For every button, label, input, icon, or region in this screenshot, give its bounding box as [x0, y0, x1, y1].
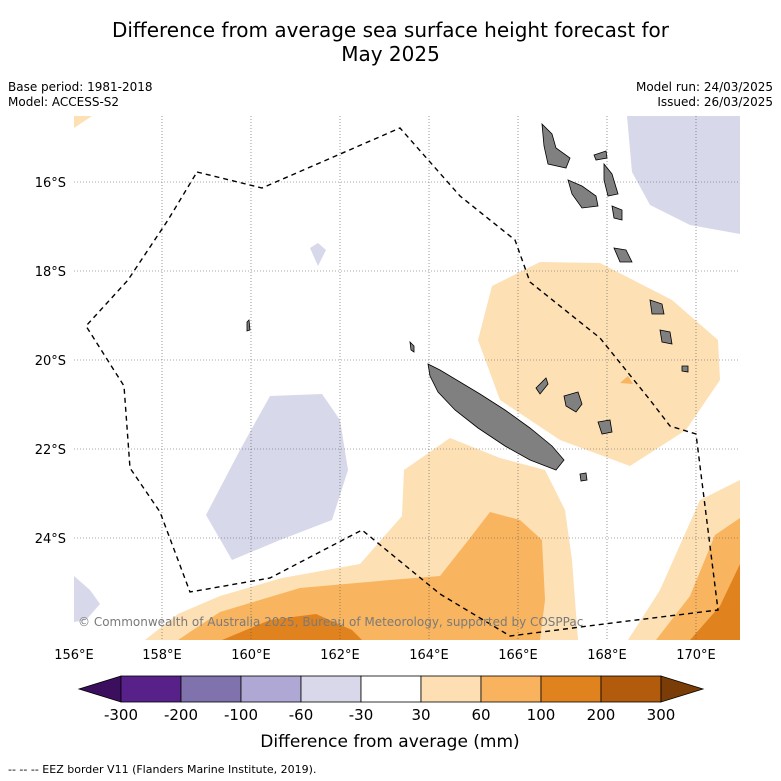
new-caledonia-landmass	[427, 363, 565, 471]
vanuatu-island	[593, 150, 608, 161]
colorbar-tick: -100	[224, 706, 258, 724]
loyalty-island	[563, 391, 583, 413]
colorbar-segment	[420, 675, 482, 703]
lat-label: 16°S	[35, 176, 66, 191]
lat-label: 18°S	[35, 265, 66, 280]
title-line-1: Difference from average sea surface heig…	[111, 18, 670, 42]
colorbar-segment	[240, 675, 302, 703]
base-period: Base period: 1981-2018	[8, 80, 153, 94]
anomaly-field	[74, 116, 740, 640]
lon-label: 160°E	[231, 648, 271, 663]
island	[681, 365, 689, 373]
anomaly-region-neg-small	[310, 243, 326, 266]
island	[579, 472, 588, 482]
colorbar-tick: 60	[471, 706, 490, 724]
vanuatu-island	[611, 205, 623, 221]
copyright-notice: © Commonwealth of Australia 2025, Bureau…	[78, 615, 583, 629]
vanuatu-island	[603, 162, 619, 197]
colorbar-label: Difference from average (mm)	[260, 732, 519, 752]
meta-left: Base period: 1981-2018 Model: ACCESS-S2	[8, 80, 153, 110]
issued-date: Issued: 26/03/2025	[657, 95, 773, 109]
eez-border	[85, 127, 719, 637]
anomaly-region-neg-southwest	[74, 576, 100, 622]
colorbar-tick: -60	[289, 706, 314, 724]
vanuatu-island	[613, 247, 633, 263]
title-line-2: May 2025	[341, 42, 440, 66]
colorbar-tick: -30	[349, 706, 374, 724]
island	[409, 340, 415, 353]
colorbar-segment	[180, 675, 242, 703]
lon-label: 158°E	[142, 648, 182, 663]
vanuatu-island	[649, 299, 665, 315]
colorbar-tick-labels: -300 -200 -100 -60 -30 30 60 100 200 300	[104, 706, 675, 724]
colorbar-segment	[480, 675, 542, 703]
anomaly-region-high-south	[222, 614, 362, 640]
colorbar-tick: 300	[647, 706, 676, 724]
lat-label: 22°S	[35, 443, 66, 458]
vanuatu-island	[659, 329, 673, 345]
lon-label: 162°E	[320, 648, 360, 663]
colorbar-segment	[360, 675, 422, 703]
colorbar-tick: -300	[104, 706, 138, 724]
colorbar-segment	[77, 675, 122, 703]
colorbar-segment	[540, 675, 602, 703]
anomaly-region-neg-west	[206, 394, 348, 560]
colorbar-segments	[77, 675, 705, 703]
anomaly-region-med-south	[178, 512, 545, 640]
colorbar-tick: 200	[587, 706, 616, 724]
colorbar-segment	[120, 675, 182, 703]
lat-label: 24°S	[35, 532, 66, 547]
anomaly-region-pos-corner	[74, 116, 92, 128]
colorbar-tick: 100	[527, 706, 556, 724]
loyalty-island	[597, 419, 613, 435]
island	[246, 319, 251, 332]
land-masses	[246, 122, 689, 482]
vanuatu-island	[541, 122, 571, 169]
lat-label: 20°S	[35, 354, 66, 369]
vanuatu-island	[567, 179, 599, 209]
lon-label: 166°E	[498, 648, 538, 663]
grid-lines	[74, 116, 740, 640]
colorbar-segment	[660, 675, 705, 703]
longitude-labels: 156°E 158°E 160°E 162°E 164°E 166°E 168°…	[54, 648, 716, 663]
anomaly-region-med-small	[620, 376, 633, 384]
lon-label: 164°E	[409, 648, 449, 663]
anomaly-region-neg-northeast	[627, 116, 740, 234]
loyalty-island	[535, 377, 549, 395]
lon-label: 156°E	[54, 648, 94, 663]
lon-label: 170°E	[676, 648, 716, 663]
map-title: Difference from average sea surface heig…	[0, 18, 781, 66]
eez-legend-footer: -- -- -- EEZ border V11 (Flanders Marine…	[8, 763, 317, 776]
latitude-labels: 16°S 18°S 20°S 22°S 24°S	[35, 176, 66, 547]
colorbar: -300 -200 -100 -60 -30 30 60 100 200 300…	[77, 675, 705, 752]
colorbar-segment	[300, 675, 362, 703]
lon-label: 168°E	[587, 648, 627, 663]
anomaly-region-high-southeast	[690, 564, 740, 640]
model-name: Model: ACCESS-S2	[8, 95, 120, 109]
model-run: Model run: 24/03/2025	[635, 80, 773, 94]
colorbar-tick: 30	[411, 706, 430, 724]
meta-right: Model run: 24/03/2025 Issued: 26/03/2025	[636, 80, 773, 110]
colorbar-tick: -200	[164, 706, 198, 724]
colorbar-segment	[600, 675, 662, 703]
